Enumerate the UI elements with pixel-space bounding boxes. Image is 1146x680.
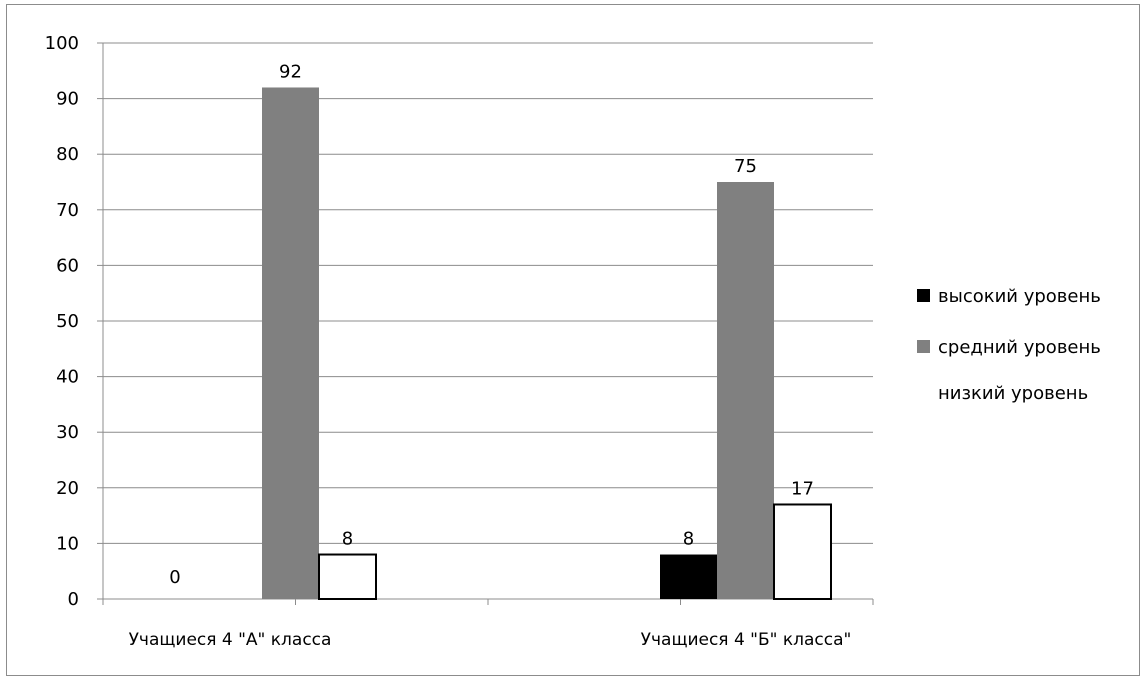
data-label: 17 [791,478,814,499]
y-tick-label: 80 [56,144,79,165]
legend-label: средний уровень [938,337,1101,358]
data-label: 92 [279,61,302,82]
legend-swatch [917,340,930,353]
y-tick-label: 60 [56,255,79,276]
data-label: 75 [734,156,757,177]
legend-label: низкий уровень [938,383,1088,404]
y-tick-label: 30 [56,422,79,443]
chart-frame [6,4,1140,676]
bar [773,503,832,601]
y-tick-label: 0 [68,589,79,610]
bar [717,182,774,599]
data-label: 8 [342,529,353,550]
y-tick-label: 100 [45,33,79,54]
legend-swatch [917,386,930,399]
bar [318,553,377,601]
y-tick-label: 10 [56,533,79,554]
data-label: 8 [683,529,694,550]
y-tick-label: 20 [56,478,79,499]
y-tick-label: 40 [56,367,79,388]
category-label: Учащиеся 4 "Б" класса" [641,630,852,650]
bar [262,87,319,599]
y-tick-label: 90 [56,89,79,110]
legend-label: высокий уровень [938,286,1101,307]
legend-swatch [917,289,930,302]
y-tick-label: 70 [56,200,79,221]
bar [660,554,717,599]
data-label: 0 [169,567,180,588]
category-label: Учащиеся 4 "А" класса [129,630,332,650]
y-tick-label: 50 [56,311,79,332]
